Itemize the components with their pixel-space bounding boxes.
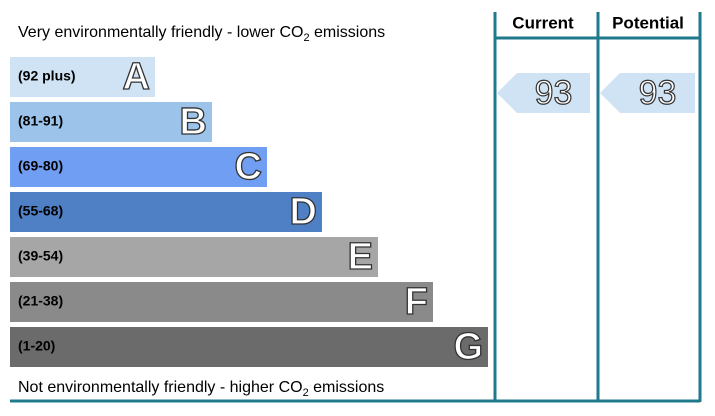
band	[10, 327, 488, 367]
band-range: (39-54)	[18, 248, 63, 264]
top-label: Very environmentally friendly - lower CO…	[18, 24, 385, 44]
label-sub: 2	[303, 387, 309, 399]
label-sub: 2	[303, 32, 309, 44]
label-text: emissions	[310, 24, 386, 41]
band-range: (1-20)	[18, 338, 55, 354]
band-letter: G	[453, 326, 483, 368]
bottom-label: Not environmentally friendly - higher CO…	[18, 379, 384, 399]
score-arrow	[497, 73, 590, 113]
label-text: Very environmentally friendly - lower CO	[18, 24, 303, 41]
band	[10, 102, 212, 142]
column-header: Potential	[612, 13, 684, 32]
label-text: emissions	[309, 379, 385, 396]
band-range: (81-91)	[18, 113, 63, 129]
band-letter: B	[180, 101, 207, 143]
band	[10, 282, 433, 322]
band-range: (55-68)	[18, 203, 63, 219]
band-letter: F	[405, 281, 428, 323]
score-arrow	[600, 73, 695, 113]
band-range: (69-80)	[18, 158, 63, 174]
band	[10, 237, 378, 277]
score: 93	[639, 74, 677, 112]
band-letter: E	[348, 236, 373, 278]
band-range: (92 plus)	[18, 68, 76, 84]
label-text: Not environmentally friendly - higher CO	[18, 379, 303, 396]
band-letter: D	[290, 191, 317, 233]
band	[10, 57, 155, 97]
frame	[10, 12, 702, 403]
score: 93	[535, 74, 573, 112]
band	[10, 192, 322, 232]
band-range: (21-38)	[18, 293, 63, 309]
band	[10, 147, 267, 187]
band-letter: A	[123, 56, 150, 98]
column-header: Current	[512, 13, 574, 32]
band-letter: C	[235, 146, 262, 188]
